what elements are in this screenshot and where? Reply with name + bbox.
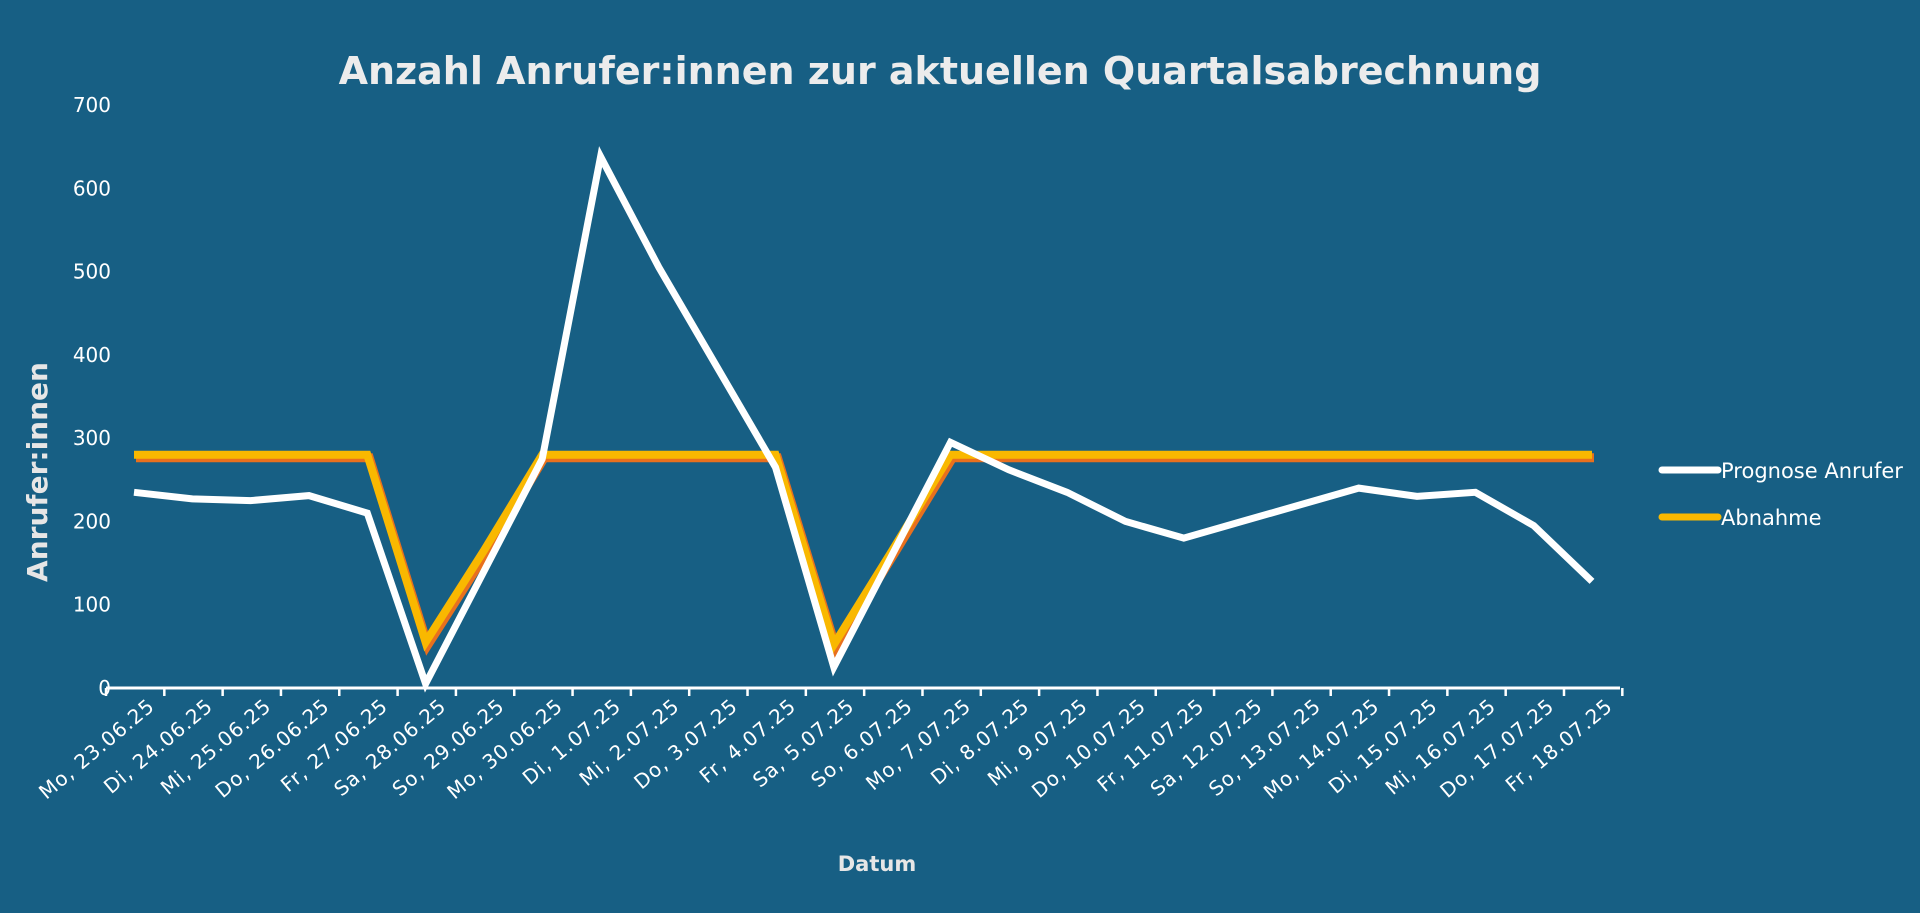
y-tick-label: 500: [73, 260, 111, 284]
series-lines: [133, 146, 1595, 693]
legend-item-abnahme: Abnahme: [1658, 506, 1822, 530]
y-tick-label: 300: [73, 426, 111, 450]
legend-label: Prognose Anrufer: [1721, 459, 1903, 483]
chart-title: Anzahl Anrufer:innen zur aktuellen Quart…: [339, 49, 1542, 93]
legend-label: Abnahme: [1721, 506, 1822, 530]
y-axis-title: Anrufer:innen: [21, 362, 54, 582]
x-axis: [104, 686, 1624, 696]
x-axis-title: Datum: [838, 852, 916, 876]
y-tick-label: 400: [73, 343, 111, 367]
y-tick-label: 0: [98, 676, 111, 700]
y-tick-label: 200: [73, 509, 111, 533]
y-tick-label: 100: [73, 593, 111, 617]
y-tick-label: 700: [73, 93, 111, 117]
prognose-line: [133, 146, 1595, 693]
legend-item-prognose: Prognose Anrufer: [1658, 459, 1903, 483]
abnahme-line: [134, 450, 1592, 655]
abnahme-shadow-line: [136, 453, 1594, 659]
y-tick-label: 600: [73, 176, 111, 200]
legend: Prognose Anrufer Abnahme: [1658, 459, 1903, 530]
y-axis-ticks: 0 100 200 300 400 500 600 700: [73, 93, 111, 700]
